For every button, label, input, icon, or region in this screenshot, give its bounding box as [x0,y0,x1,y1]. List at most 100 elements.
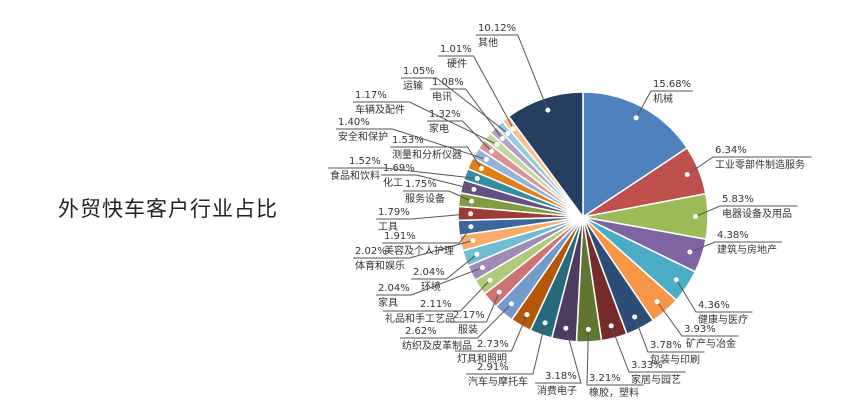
data-label-value-29: 1.01% [440,44,472,55]
data-label-category-26: 车辆及配件 [355,103,405,116]
data-label-category-27: 电讯 [432,90,452,103]
data-label-value-1: 6.34% [715,145,747,156]
leader-line-27 [430,88,503,139]
leader-dot-5 [654,299,660,305]
leader-dot-14 [487,277,493,283]
leader-dot-29 [510,126,516,132]
leader-line-25 [427,120,492,152]
leader-line-0 [635,90,693,119]
data-label-value-18: 1.91% [384,231,416,242]
leader-line-4 [675,279,753,313]
leader-line-24 [336,128,487,160]
leader-line-29 [438,55,514,129]
chart-title: 外贸快车客户行业占比 [58,197,278,221]
data-label-value-8: 3.21% [589,373,621,384]
leader-dot-10 [542,320,548,326]
leader-dot-11 [524,312,530,318]
leader-dot-0 [633,115,639,121]
data-label-category-28: 运输 [403,79,423,92]
data-label-value-17: 2.02% [355,246,387,257]
leader-dot-22 [474,175,480,181]
leader-line-19 [376,213,471,220]
data-label-category-22: 食品和饮料 [330,169,380,182]
data-label-category-8: 橡胶，塑料 [589,386,639,399]
data-label-category-12: 纺织及皮革制品 [402,339,472,352]
leader-dot-13 [496,289,502,295]
data-label-value-23: 1.53% [392,135,424,146]
data-label-value-30: 10.12% [478,23,516,34]
leader-line-3 [689,241,782,253]
leader-line-1 [686,156,812,176]
leader-dot-21 [471,186,477,192]
data-label-value-28: 1.05% [403,66,435,77]
leader-line-9 [535,328,582,384]
leader-dot-12 [508,301,514,307]
leader-dot-20 [469,198,475,204]
leader-dot-8 [585,326,591,332]
data-label-value-12: 2.62% [405,326,437,337]
leader-line-12 [400,303,512,339]
data-label-value-27: 1.08% [432,77,464,88]
leader-dot-19 [468,211,474,217]
leader-line-21 [381,174,475,190]
leader-dot-4 [673,277,679,283]
data-label-category-1: 工业零部件制造服务 [715,158,805,171]
leader-dot-15 [480,265,486,271]
leader-line-13 [451,291,500,323]
data-label-value-19: 1.79% [378,207,410,218]
leader-dot-27 [499,136,505,142]
pie-slice-30[interactable] [507,91,584,220]
leader-line-17 [353,240,474,259]
data-label-category-17: 体育和娱乐 [355,259,405,272]
data-label-value-10: 2.91% [477,362,509,373]
data-label-category-6: 包装与印刷 [650,353,700,366]
data-label-category-7: 家居与园艺 [631,373,681,386]
leader-line-7 [610,325,686,373]
data-label-category-4: 健康与医疗 [698,313,748,326]
data-label-category-14: 礼品和手工艺品 [385,312,455,325]
data-label-category-18: 美容及个人护理 [384,244,454,257]
leader-dot-28 [505,130,511,136]
leader-line-8 [586,329,644,386]
data-label-category-11: 灯具和照明 [457,353,507,365]
data-label-value-21: 1.69% [383,163,415,174]
leader-line-2 [695,205,798,217]
leader-line-26 [353,101,498,145]
data-label-category-19: 工具 [378,221,398,233]
leader-dot-17 [470,238,476,244]
leader-dot-23 [478,166,484,172]
leader-dot-18 [468,224,474,230]
data-label-category-5: 矿产与冶金 [686,337,736,350]
data-label-value-15: 2.04% [378,283,410,294]
leader-line-28 [401,77,509,134]
leader-dot-25 [489,148,495,154]
data-label-category-23: 测量和分析仪器 [392,148,462,161]
data-label-value-16: 2.04% [413,267,445,278]
leader-line-11 [455,314,528,352]
data-label-value-14: 2.11% [420,299,452,310]
data-label-value-7: 3.33% [631,360,663,371]
data-label-value-2: 5.83% [722,194,754,205]
data-label-value-26: 1.17% [355,90,387,101]
data-label-value-11: 2.73% [477,339,509,350]
leader-line-20 [403,190,472,202]
data-label-category-13: 服装 [458,323,478,336]
leader-dot-3 [687,249,693,255]
leader-line-15 [376,267,483,296]
data-label-value-13: 2.17% [453,310,485,321]
data-label-value-5: 3.93% [684,324,716,335]
data-label-category-24: 安全和保护 [338,130,388,143]
data-label-value-3: 4.38% [717,230,749,241]
data-label-value-6: 3.78% [650,340,682,351]
data-label-category-16: 环境 [421,280,441,293]
leader-line-10 [466,322,546,375]
data-label-category-29: 硬件 [447,58,467,70]
data-label-value-0: 15.68% [653,79,691,90]
leader-dot-2 [692,214,698,220]
data-label-value-25: 1.32% [429,109,461,120]
data-label-category-21: 化工 [383,176,403,189]
leader-dot-30 [545,107,551,113]
leader-dot-9 [563,325,569,331]
leader-line-14 [383,279,491,312]
